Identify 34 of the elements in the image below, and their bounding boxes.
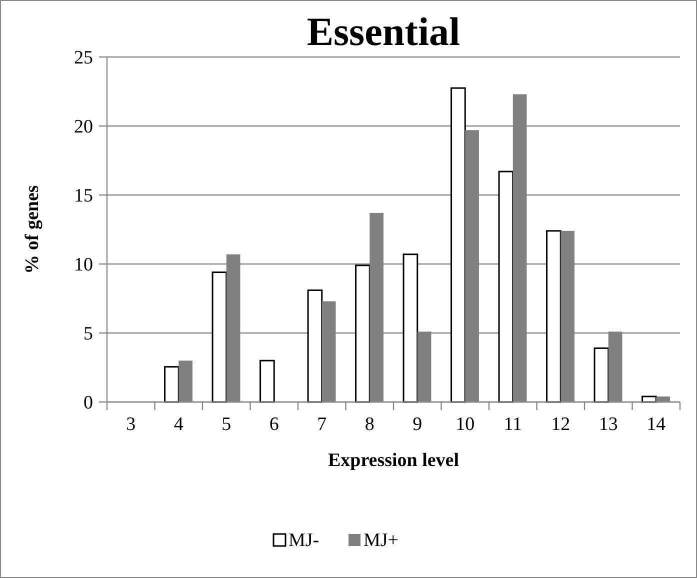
x-tick-label: 3 <box>126 414 136 435</box>
bar <box>642 396 657 403</box>
y-tick-label: 20 <box>74 116 93 138</box>
chart-title: Essential <box>306 9 460 54</box>
y-tick-label: 25 <box>74 48 93 69</box>
x-axis-title: Expression level <box>328 450 460 471</box>
x-tick-label: 13 <box>598 414 618 435</box>
y-tick-label: 10 <box>74 254 93 276</box>
x-tick-label: 9 <box>412 414 422 435</box>
y-tick-label: 15 <box>74 186 93 207</box>
x-tick-label: 4 <box>174 414 184 435</box>
legend-label: MJ- <box>288 530 320 551</box>
y-axis-title: % of genes <box>22 185 43 274</box>
x-tick-label: 7 <box>317 414 327 435</box>
x-tick-label: 14 <box>646 414 666 435</box>
bar <box>594 347 610 403</box>
x-tick-label: 8 <box>364 414 374 435</box>
x-tick-label: 12 <box>551 414 570 435</box>
bar <box>546 230 562 403</box>
y-tick-label: 0 <box>84 392 93 414</box>
x-tick-label: 6 <box>269 414 279 435</box>
bar <box>355 264 370 403</box>
x-tick-label: 11 <box>504 414 522 435</box>
bar <box>402 254 418 403</box>
bar <box>307 289 323 403</box>
x-tick-label: 10 <box>456 414 475 435</box>
y-tick-label: 5 <box>84 324 93 345</box>
bar <box>498 170 514 403</box>
bar <box>212 272 228 403</box>
x-tick-label: 5 <box>222 414 232 435</box>
legend-label: MJ+ <box>364 530 399 551</box>
bar <box>164 366 180 403</box>
bar <box>260 360 275 403</box>
bar <box>450 87 466 403</box>
